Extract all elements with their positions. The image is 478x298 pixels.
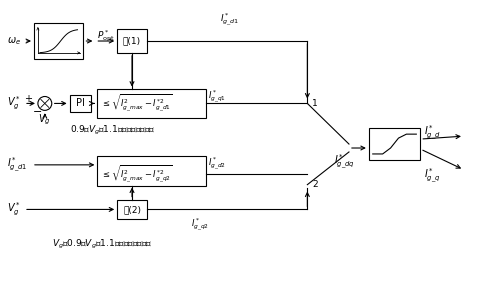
Text: 2: 2 [312,180,318,189]
Text: $\omega_e$: $\omega_e$ [7,35,21,47]
Text: $\leq\sqrt{I^2_{g\_max}-I^{*2}_{g\_q2}}$: $\leq\sqrt{I^2_{g\_max}-I^{*2}_{g\_q2}}$ [101,163,173,185]
Text: $I^*_{g\_d1}$: $I^*_{g\_d1}$ [220,11,240,28]
Text: $I^*_{g\_q2}$: $I^*_{g\_q2}$ [191,216,209,233]
Text: $I^*_{g\_d1}$: $I^*_{g\_d1}$ [7,156,28,174]
Circle shape [304,182,310,188]
Text: $I^*_{g\_d}$: $I^*_{g\_d}$ [424,124,441,142]
Bar [369,128,420,160]
Bar [70,94,91,112]
Text: 1: 1 [312,99,318,108]
Text: PI: PI [76,98,85,108]
Text: 式(1): 式(1) [123,37,141,46]
Text: $V^*_g$: $V^*_g$ [7,201,21,218]
Bar [98,89,206,118]
Text: $V_g$: $V_g$ [38,113,51,128]
Text: $P^*_{\rm opt}$: $P^*_{\rm opt}$ [98,28,115,44]
Bar [117,29,147,53]
Text: $I^*_{g\_d2}$: $I^*_{g\_d2}$ [208,156,226,172]
Text: $I^*_{g\_dq}$: $I^*_{g\_dq}$ [334,153,355,171]
Text: $V_g$＜0.9或$V_g$＞1.1时，无功优先控制: $V_g$＜0.9或$V_g$＞1.1时，无功优先控制 [52,238,152,251]
Circle shape [304,100,310,106]
Text: $I^*_{g\_q}$: $I^*_{g\_q}$ [424,167,441,185]
Bar [117,200,147,219]
Text: +: + [24,94,32,105]
Bar [98,156,206,186]
Text: $I^*_{g\_q1}$: $I^*_{g\_q1}$ [208,88,226,105]
Text: 0.9＜$V_g$＜1.1时，有功优先控制: 0.9＜$V_g$＜1.1时，有功优先控制 [70,124,155,137]
Text: 式(2): 式(2) [123,205,141,214]
Text: $V^*_g$: $V^*_g$ [7,95,21,112]
Text: $\leq\sqrt{I^2_{g\_max}-I^{*2}_{g\_d1}}$: $\leq\sqrt{I^2_{g\_max}-I^{*2}_{g\_d1}}$ [101,93,173,114]
Text: −: − [33,107,43,117]
Bar [34,23,84,59]
